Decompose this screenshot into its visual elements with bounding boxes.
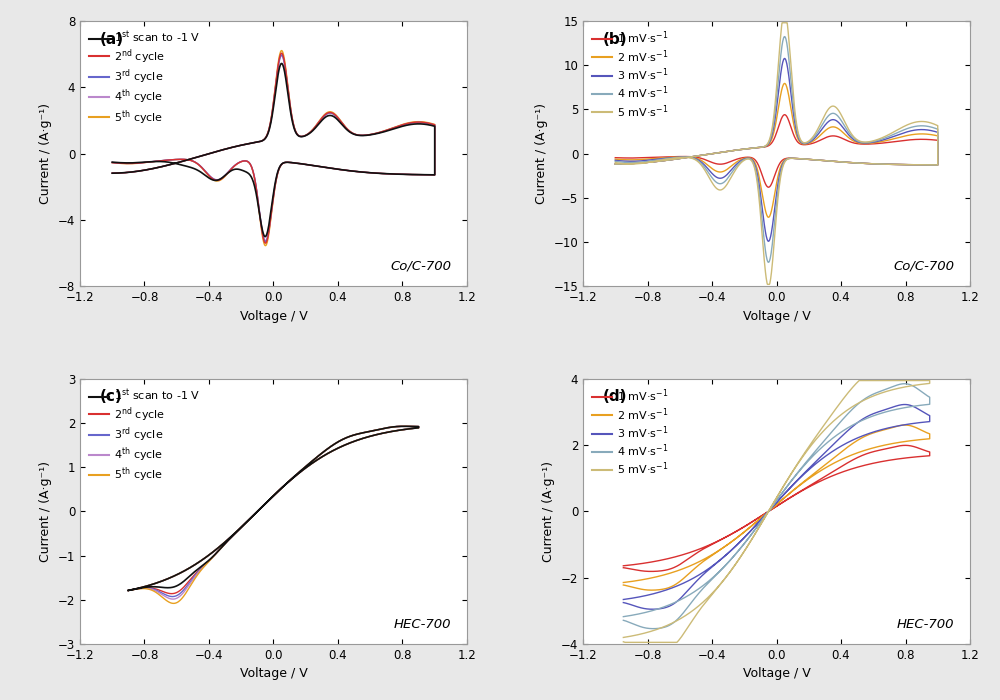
Text: (b): (b)	[602, 32, 627, 47]
Text: Co/C-700: Co/C-700	[894, 260, 955, 273]
Text: (a): (a)	[99, 32, 123, 47]
X-axis label: Voltage / V: Voltage / V	[240, 309, 307, 323]
Y-axis label: Current / (A·g⁻¹): Current / (A·g⁻¹)	[39, 461, 52, 562]
Y-axis label: Current / (A·g⁻¹): Current / (A·g⁻¹)	[39, 103, 52, 204]
X-axis label: Voltage / V: Voltage / V	[240, 667, 307, 680]
X-axis label: Voltage / V: Voltage / V	[743, 667, 810, 680]
Legend: $1^{\mathrm{st}}$ scan to -1 V, $2^{\mathrm{nd}}$ cycle, $3^{\mathrm{rd}}$ cycle: $1^{\mathrm{st}}$ scan to -1 V, $2^{\mat…	[86, 384, 204, 488]
Text: HEC-700: HEC-700	[897, 617, 955, 631]
Y-axis label: Current / (A·g⁻¹): Current / (A·g⁻¹)	[542, 461, 555, 562]
Legend: 1 mV·s$^{-1}$, 2 mV·s$^{-1}$, 3 mV·s$^{-1}$, 4 mV·s$^{-1}$, 5 mV·s$^{-1}$: 1 mV·s$^{-1}$, 2 mV·s$^{-1}$, 3 mV·s$^{-…	[589, 384, 672, 481]
X-axis label: Voltage / V: Voltage / V	[743, 309, 810, 323]
Text: (c): (c)	[99, 389, 122, 405]
Text: HEC-700: HEC-700	[394, 617, 451, 631]
Legend: 1 mV·s$^{-1}$, 2 mV·s$^{-1}$, 3 mV·s$^{-1}$, 4 mV·s$^{-1}$, 5 mV·s$^{-1}$: 1 mV·s$^{-1}$, 2 mV·s$^{-1}$, 3 mV·s$^{-…	[589, 27, 672, 123]
Legend: $1^{\mathrm{st}}$ scan to -1 V, $2^{\mathrm{nd}}$ cycle, $3^{\mathrm{rd}}$ cycle: $1^{\mathrm{st}}$ scan to -1 V, $2^{\mat…	[86, 27, 204, 130]
Text: (d): (d)	[602, 389, 627, 405]
Text: Co/C-700: Co/C-700	[390, 260, 451, 273]
Y-axis label: Current / (A·g⁻¹): Current / (A·g⁻¹)	[535, 103, 548, 204]
